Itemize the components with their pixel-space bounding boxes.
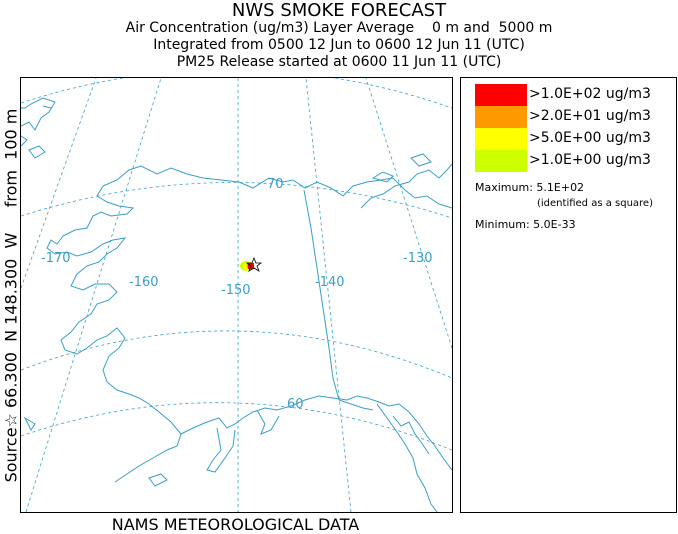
border-south — [338, 399, 374, 411]
parallel-70 — [21, 182, 452, 219]
parallel-65 — [21, 330, 452, 379]
lon-label-140: -140 — [315, 275, 345, 290]
lat-label-60: 60 — [287, 397, 304, 412]
parallel-60 — [21, 402, 452, 451]
canadian-islands — [360, 163, 452, 209]
island-4 — [23, 416, 36, 431]
meridian-140 — [305, 78, 352, 512]
legend-swatch-lime — [475, 150, 527, 172]
panhandle-coast — [376, 403, 438, 512]
source-location-label: Source☆ 66.300 N 148.300 W from 100 m — [1, 108, 21, 483]
meridian-170 — [21, 78, 97, 289]
legend-swatch-orange — [475, 106, 527, 128]
parallel-75 — [21, 78, 452, 109]
kodiak-island — [148, 473, 168, 487]
panhandle-islands — [392, 415, 430, 455]
maximum-note: (identified as a square) — [537, 198, 653, 209]
concentration-subtitle: Air Concentration (ug/m3) Layer Average … — [125, 20, 553, 36]
prince-william-sound — [256, 409, 280, 435]
graticule — [21, 78, 452, 512]
lon-label-160: -160 — [129, 275, 159, 290]
island-1 — [371, 171, 394, 183]
legend-swatch-red — [475, 84, 527, 106]
gulf-coast — [180, 395, 452, 471]
lon-label-130: -130 — [403, 251, 433, 266]
meridian-130 — [365, 78, 452, 349]
release-start: PM25 Release started at 0600 11 Jun 11 (… — [176, 54, 502, 70]
forecast-title: NWS SMOKE FORECAST — [231, 0, 447, 21]
lon-label-150: -150 — [221, 283, 251, 298]
star-icon — [245, 256, 263, 272]
legend-label: >1.0E+02 ug/m3 — [529, 86, 651, 102]
island-2 — [410, 153, 432, 167]
smoke-plume — [240, 256, 263, 272]
west-coast — [46, 185, 182, 483]
kenai-peninsula — [206, 427, 236, 473]
grid-labels: -170 -160 -150 -140 -130 70 60 — [41, 177, 433, 412]
arctic-coast — [102, 165, 452, 209]
meridian-160 — [25, 78, 162, 512]
integration-period: Integrated from 0500 12 Jun to 0600 12 J… — [153, 37, 525, 53]
meteorological-data-label: NAMS METEOROLOGICAL DATA — [111, 515, 360, 534]
lat-label-70: 70 — [267, 177, 284, 192]
legend-label: >2.0E+01 ug/m3 — [529, 108, 651, 124]
smoke-map: -170 -160 -150 -140 -130 70 60 — [20, 77, 453, 513]
maximum-value: Maximum: 5.1E+02 — [475, 181, 585, 194]
lon-label-170: -170 — [41, 251, 71, 266]
siberia-coast — [21, 97, 56, 131]
siberia-inlet — [42, 105, 52, 109]
legend-label: >5.0E+00 ug/m3 — [529, 130, 651, 146]
island-3 — [28, 145, 46, 159]
legend-panel: >1.0E+02 ug/m3 >2.0E+01 ug/m3 >5.0E+00 u… — [460, 77, 677, 513]
siberia-tip — [21, 135, 28, 147]
minimum-value: Minimum: 5.0E-33 — [475, 218, 576, 231]
legend-label: >1.0E+00 ug/m3 — [529, 152, 651, 168]
legend-swatch-yellow — [475, 128, 527, 150]
coastline — [21, 97, 452, 512]
us-canada-border — [303, 189, 340, 401]
map-canvas: -170 -160 -150 -140 -130 70 60 — [21, 78, 452, 512]
